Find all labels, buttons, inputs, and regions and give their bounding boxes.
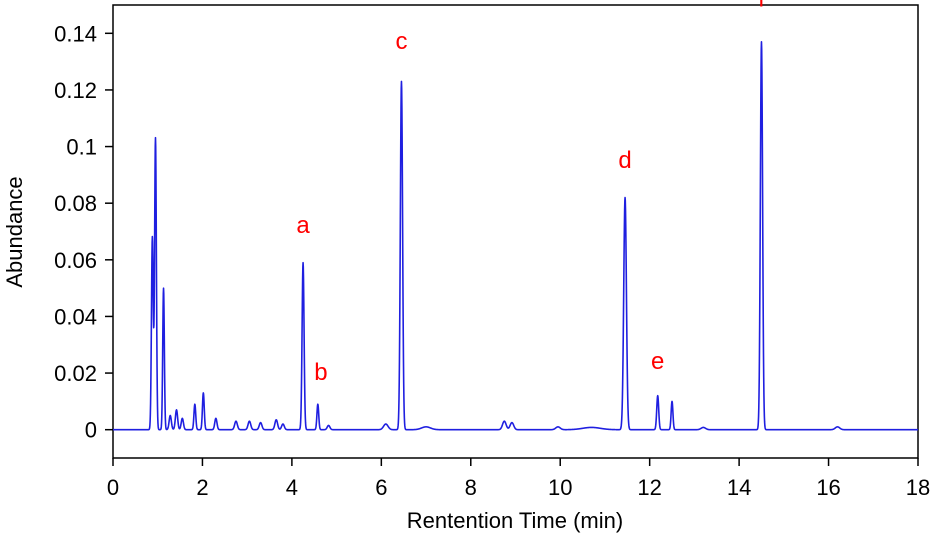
x-axis-ticks: 0 2 4 6 8 10 12 14 16 18	[107, 458, 930, 500]
x-axis-title: Rentention Time (min)	[407, 508, 623, 533]
x-tick-label: 0	[107, 475, 119, 500]
y-tick-label: 0.04	[54, 304, 97, 329]
peak-label-d: d	[618, 147, 631, 174]
x-tick-label: 18	[906, 475, 930, 500]
y-tick-label: 0.06	[54, 248, 97, 273]
peak-label-e: e	[651, 348, 664, 375]
x-tick-label: 10	[548, 475, 572, 500]
x-tick-label: 16	[816, 475, 840, 500]
x-tick-label: 12	[637, 475, 661, 500]
y-tick-label: 0.14	[54, 21, 97, 46]
plot-frame	[112, 4, 919, 459]
x-tick-label: 4	[286, 475, 298, 500]
peak-label-c: c	[395, 28, 407, 55]
x-tick-label: 6	[375, 475, 387, 500]
peak-label-f: f	[758, 0, 765, 12]
y-tick-label: 0.1	[66, 135, 97, 160]
peak-label-b: b	[314, 359, 327, 386]
x-tick-label: 8	[465, 475, 477, 500]
x-tick-label: 2	[196, 475, 208, 500]
peak-label-a: a	[296, 212, 310, 239]
y-axis-ticks: 0 0.02 0.04 0.06 0.08 0.1 0.12 0.14	[54, 21, 113, 443]
y-tick-label: 0	[85, 418, 97, 443]
peak-annotations: a b c d e f	[296, 0, 765, 386]
y-tick-label: 0.02	[54, 361, 97, 386]
y-tick-label: 0.08	[54, 191, 97, 216]
chromatogram-trace	[112, 41, 919, 431]
y-tick-label: 0.12	[54, 78, 97, 103]
y-axis-title: Abundance	[2, 176, 27, 287]
x-tick-label: 14	[727, 475, 751, 500]
plot-area	[112, 4, 919, 459]
